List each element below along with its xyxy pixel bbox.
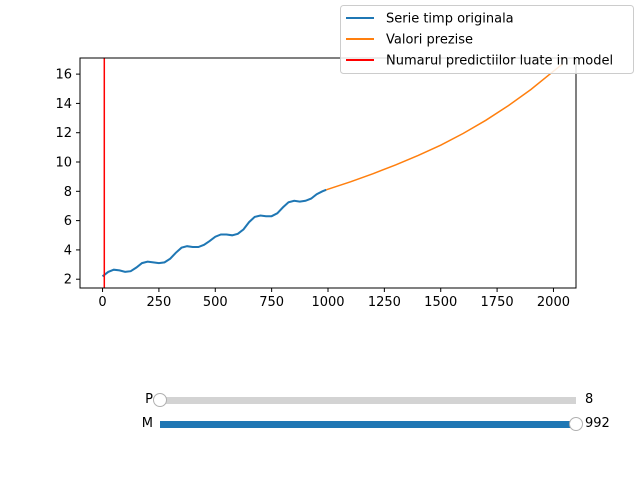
series-line-0 [101, 188, 327, 278]
x-tick-label: 750 [259, 295, 284, 310]
y-tick-label: 8 [64, 185, 72, 200]
x-tick-label: 1250 [368, 295, 401, 310]
x-tick-label: 500 [203, 295, 228, 310]
y-axis-ticks: 2 4 6 8 10 12 14 16 [55, 68, 80, 288]
y-tick-label: 2 [64, 273, 72, 288]
y-tick-label: 14 [55, 97, 72, 112]
series-line-1 [325, 63, 563, 191]
series-layer [101, 58, 563, 288]
slider-m-label: M [141, 416, 153, 431]
x-tick-label: 250 [146, 295, 171, 310]
slider-m-handle[interactable] [569, 417, 583, 431]
legend-label-0: Serie timp originala [386, 12, 514, 27]
y-tick-label: 16 [55, 68, 72, 83]
x-tick-label: 0 [98, 295, 106, 310]
y-tick-label: 6 [64, 214, 72, 229]
y-tick-label: 4 [64, 243, 72, 258]
slider-p-value: 8 [585, 392, 594, 407]
plot-area-frame [79, 57, 577, 289]
legend-box [340, 5, 634, 74]
slider-m-track[interactable] [160, 417, 583, 431]
legend-label-2: Numarul predictiilor luate in model [386, 54, 613, 69]
legend-label-1: Valori prezise [386, 33, 473, 48]
slider-p-label: P [145, 392, 153, 407]
slider-p-handle[interactable] [153, 393, 167, 407]
legend: Serie timp originala Valori prezise Numaru… [340, 5, 634, 74]
slider-m-value: 992 [585, 416, 610, 431]
x-tick-label: 1750 [481, 295, 514, 310]
x-tick-label: 1500 [424, 295, 457, 310]
x-tick-label: 2000 [537, 295, 570, 310]
y-tick-label: 10 [55, 156, 72, 171]
x-axis-ticks: 0 250 500 750 1000 1250 1500 1750 2000 [98, 288, 570, 310]
y-tick-label: 12 [55, 126, 72, 141]
slider-m-fill [160, 421, 576, 428]
slider-p-track[interactable] [153, 393, 576, 407]
x-tick-label: 1000 [311, 295, 344, 310]
